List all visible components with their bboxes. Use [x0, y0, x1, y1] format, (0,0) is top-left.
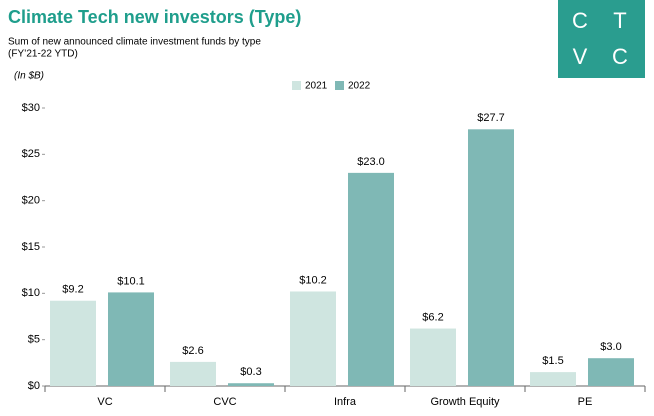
data-label: $6.2	[422, 311, 443, 323]
logo-letter: C	[572, 8, 588, 33]
y-tick-label: $5	[28, 334, 40, 346]
y-tick-label: $25	[22, 148, 40, 160]
bar	[348, 172, 394, 386]
y-tick-label: $30	[22, 102, 40, 114]
logo-letter: T	[613, 8, 626, 33]
data-label: $2.6	[182, 345, 203, 357]
data-label: $3.0	[600, 341, 621, 353]
y-tick-label: $0	[28, 380, 40, 392]
bar	[468, 129, 514, 386]
x-tick-label: CVC	[213, 396, 236, 408]
x-tick-label: Growth Equity	[430, 396, 500, 408]
data-label: $0.3	[240, 366, 261, 378]
y-tick-label: $20	[22, 195, 40, 207]
subtitle: Sum of new announced climate investment …	[8, 37, 261, 48]
y-tick-label: $15	[22, 241, 40, 253]
bar	[410, 328, 456, 386]
bar	[170, 361, 216, 386]
data-label: $1.5	[542, 355, 563, 367]
legend-label: 2022	[348, 81, 371, 92]
bar	[290, 291, 336, 386]
data-label: $27.7	[477, 112, 505, 124]
bar	[228, 383, 274, 386]
bar	[50, 300, 96, 386]
x-tick-label: Infra	[334, 396, 357, 408]
data-label: $10.2	[299, 274, 327, 286]
unit-note: (In $B)	[14, 71, 44, 82]
x-tick-label: PE	[578, 396, 593, 408]
data-label: $9.2	[62, 284, 83, 296]
bar	[108, 292, 154, 386]
bar	[588, 358, 634, 386]
logo-box	[558, 0, 645, 78]
logo-letter: V	[573, 44, 588, 69]
subtitle: (FY’21-22 YTD)	[8, 49, 78, 60]
legend-swatch	[335, 81, 344, 90]
bar	[530, 372, 576, 386]
y-tick-label: $10	[22, 287, 40, 299]
logo-letter: C	[612, 44, 628, 69]
legend-label: 2021	[305, 81, 328, 92]
chart-title: Climate Tech new investors (Type)	[8, 7, 301, 27]
data-label: $10.1	[117, 275, 145, 287]
legend-swatch	[292, 81, 301, 90]
data-label: $23.0	[357, 156, 385, 168]
x-tick-label: VC	[97, 396, 112, 408]
